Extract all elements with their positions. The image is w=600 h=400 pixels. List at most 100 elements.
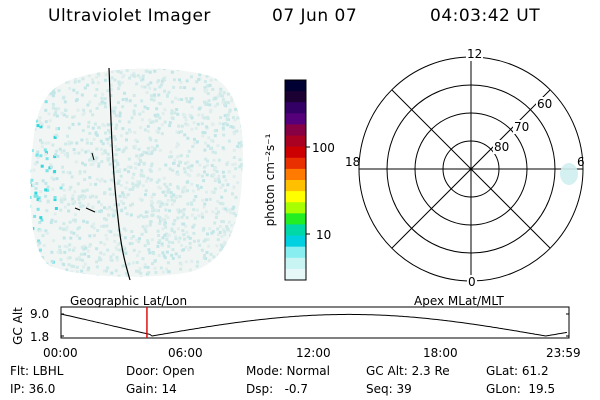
disk-pixel <box>186 154 190 158</box>
disk-pixel <box>74 78 78 82</box>
disk-pixel <box>58 245 62 249</box>
disk-pixel <box>148 251 152 255</box>
disk-pixel <box>118 114 122 118</box>
disk-pixel <box>214 207 218 211</box>
disk-pixel <box>220 220 224 223</box>
disk-pixel <box>101 142 105 146</box>
disk-pixel <box>230 223 234 227</box>
disk-pixel <box>36 156 40 160</box>
disk-pixel <box>231 163 235 167</box>
disk-pixel <box>237 141 241 145</box>
disk-pixel <box>35 194 39 198</box>
disk-pixel <box>170 109 174 113</box>
disk-pixel <box>222 128 225 132</box>
coastline-fragment <box>74 207 96 213</box>
disk-pixel <box>233 132 236 136</box>
disk-pixel <box>177 98 181 101</box>
disk-pixel <box>229 64 232 67</box>
disk-pixel <box>158 239 162 243</box>
disk-pixel <box>126 165 130 169</box>
disk-pixel <box>51 187 55 191</box>
disk-pixel <box>243 261 246 264</box>
disk-pixel <box>205 190 208 194</box>
disk-pixel <box>218 92 222 96</box>
timeline-xtick-2359: 23:59 <box>546 346 581 360</box>
disk-pixel <box>139 64 142 67</box>
disk-pixel <box>143 244 147 248</box>
disk-pixel <box>194 195 198 198</box>
disk-pixel <box>246 257 249 260</box>
disk-pixel <box>65 268 69 272</box>
disk-pixel <box>132 94 136 97</box>
disk-pixel <box>240 129 243 133</box>
disk-pixel <box>173 219 177 222</box>
disk-pixel <box>131 182 135 186</box>
disk-pixel <box>86 149 90 153</box>
disk-pixel <box>192 231 196 235</box>
disk-pixel <box>117 68 121 70</box>
disk-pixel <box>106 152 110 156</box>
disk-pixel <box>60 196 64 200</box>
disk-pixel <box>41 256 45 260</box>
disk-pixel <box>127 170 130 174</box>
disk-pixel <box>78 258 82 261</box>
disk-pixel <box>70 264 74 268</box>
disk-pixel <box>72 88 76 92</box>
disk-pixel <box>82 111 86 115</box>
disk-pixel <box>68 72 72 76</box>
disk-pixel <box>192 87 196 91</box>
disk-pixel <box>76 227 80 231</box>
disk-pixel <box>176 112 180 116</box>
disk-pixel <box>92 226 96 230</box>
disk-pixel <box>218 201 222 205</box>
disk-pixel <box>124 271 128 275</box>
disk-pixel <box>55 149 59 153</box>
disk-pixel <box>66 256 70 260</box>
disk-pixel <box>232 186 236 190</box>
disk-pixel <box>111 106 115 110</box>
disk-pixel <box>145 215 149 218</box>
disk-pixel <box>93 275 97 277</box>
disk-pixel <box>119 233 123 237</box>
disk-pixel <box>147 150 151 154</box>
disk-pixel <box>217 268 221 272</box>
disk-pixel <box>145 91 149 94</box>
disk-pixel <box>124 186 128 190</box>
disk-pixel <box>170 155 173 159</box>
disk-pixel <box>104 233 108 237</box>
disk-pixel <box>183 189 187 193</box>
disk-pixel <box>244 68 247 71</box>
disk-pixel <box>181 229 185 233</box>
disk-pixel <box>153 266 157 270</box>
disk-pixel <box>95 260 99 264</box>
disk-pixel <box>83 178 87 182</box>
disk-pixel <box>61 198 65 202</box>
disk-pixel <box>117 148 121 151</box>
terminator-line <box>108 67 131 281</box>
disk-pixel <box>50 165 54 169</box>
disk-pixel <box>228 208 231 212</box>
disk-pixel <box>187 149 191 153</box>
disk-pixel <box>146 107 150 110</box>
disk-pixel <box>108 192 112 196</box>
disk-pixel <box>209 138 213 142</box>
disk-pixel <box>225 75 229 79</box>
disk-pixel <box>80 138 84 142</box>
disk-pixel <box>104 131 107 135</box>
disk-pixel <box>176 173 180 177</box>
disk-pixel <box>185 216 189 220</box>
disk-pixel <box>154 139 158 143</box>
disk-pixel <box>55 177 59 181</box>
disk-pixel <box>101 152 105 156</box>
disk-pixel <box>211 210 215 214</box>
disk-pixel <box>234 167 238 171</box>
disk-pixel <box>83 244 87 248</box>
disk-pixel <box>125 68 129 72</box>
disk-pixel <box>242 237 243 241</box>
disk-pixel <box>242 139 243 142</box>
disk-pixel <box>110 271 114 275</box>
disk-pixel <box>209 78 213 82</box>
disk-pixel <box>151 201 155 205</box>
disk-pixel <box>216 144 220 148</box>
disk-pixel <box>175 208 179 212</box>
